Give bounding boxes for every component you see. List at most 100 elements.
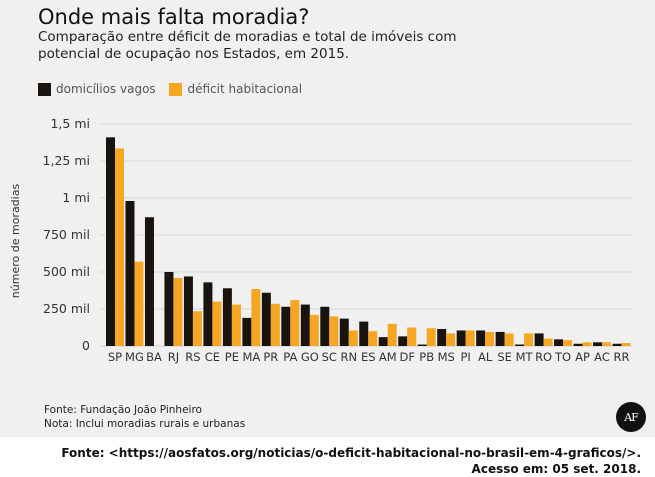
legend-item-vagos: domicílios vagos (38, 82, 156, 96)
bar (261, 292, 271, 346)
x-tick-label: SC (322, 350, 337, 364)
x-tick-label: RR (614, 350, 630, 364)
bar (495, 331, 505, 346)
y-tick-label: 1,25 mi (43, 153, 90, 168)
x-tick-label: PA (283, 350, 297, 364)
bar (134, 261, 144, 346)
bar (602, 342, 612, 346)
y-tick-label: 750 mil (43, 227, 90, 242)
bar (515, 344, 525, 346)
bar-chart: 0 250 mil 500 mil 750 mil 1 mi 1,25 mi 1,5 mi n… (9, 116, 632, 364)
x-tick-label: SP (108, 350, 122, 364)
x-tick-label: PI (461, 350, 471, 364)
bar (183, 276, 193, 346)
x-tick-label: RS (185, 350, 200, 364)
x-tick-label: AP (575, 350, 590, 364)
x-tick-label: RO (535, 350, 552, 364)
bar (417, 344, 427, 346)
x-tick-label: ES (361, 350, 376, 364)
x-tick-label: SE (497, 350, 512, 364)
chart-legend: domicílios vagos déficit habitacional (38, 82, 312, 99)
bar (144, 217, 154, 346)
legend-item-deficit: déficit habitacional (169, 82, 302, 96)
bar (398, 336, 408, 346)
y-tick-label: 500 mil (43, 264, 90, 279)
citation-url: Fonte: <https://aosfatos.org/noticias/o-… (61, 446, 641, 460)
bar (476, 330, 486, 346)
y-tick-label: 0 (82, 338, 90, 353)
bar (320, 306, 330, 346)
bar (446, 333, 456, 346)
bar (437, 328, 447, 346)
bar (222, 288, 232, 346)
x-tick-label: AM (379, 350, 397, 364)
bar (543, 338, 553, 346)
bar (426, 328, 436, 346)
bar (115, 148, 124, 346)
bar (231, 304, 241, 346)
bar (582, 342, 592, 346)
bar (290, 300, 300, 346)
x-tick-label: TO (554, 350, 571, 364)
x-tick-label: BA (146, 350, 162, 364)
bar (359, 321, 369, 346)
bar (203, 282, 213, 346)
bar (164, 272, 174, 346)
bar (534, 333, 544, 346)
bar (281, 306, 291, 346)
bar (554, 339, 564, 346)
bar (300, 304, 310, 346)
bar (378, 337, 388, 346)
bar (621, 343, 631, 346)
bar (329, 316, 339, 346)
bar (125, 200, 135, 346)
bar (465, 330, 475, 346)
bar (504, 333, 514, 346)
footer-note: Nota: Inclui moradias rurais e urbanas (44, 418, 246, 430)
bar (485, 331, 495, 346)
x-tick-label: CE (205, 350, 220, 364)
bar (106, 137, 115, 346)
x-tick-label: MT (516, 350, 534, 364)
chart-title: Onde mais falta moradia? (38, 5, 310, 29)
x-tick-label: MA (242, 350, 260, 364)
legend-label-vagos: domicílios vagos (56, 82, 156, 96)
bar (339, 318, 349, 346)
y-tick-label: 1 mi (62, 190, 90, 205)
bar (407, 327, 417, 346)
bar (573, 343, 583, 346)
x-tick-label: MS (438, 350, 455, 364)
x-tick-label: RN (340, 350, 357, 364)
chart-card: Onde mais falta moradia? Comparação entr… (0, 0, 655, 437)
citation: Fonte: <https://aosfatos.org/noticias/o-… (61, 445, 641, 477)
bar (242, 317, 252, 346)
bar (192, 311, 202, 346)
x-tick-label: AL (478, 350, 493, 364)
x-tick-label: PR (263, 350, 278, 364)
legend-label-deficit: déficit habitacional (187, 82, 303, 96)
bar (524, 333, 534, 346)
bar (251, 289, 261, 346)
x-tick-label: PB (419, 350, 434, 364)
bar (387, 323, 397, 346)
bar (212, 301, 222, 346)
x-tick-label: MG (125, 350, 144, 364)
bar (593, 342, 603, 346)
legend-swatch-deficit (169, 82, 183, 96)
bar (348, 330, 358, 346)
bar (456, 330, 466, 346)
chart-subtitle: Comparação entre déficit de moradias e t… (38, 29, 457, 62)
y-axis-title: número de moradias (9, 184, 22, 299)
bar (368, 331, 378, 346)
y-tick-label: 1,5 mi (50, 116, 90, 131)
aos-fatos-logo: AF (616, 402, 646, 432)
x-tick-label: GO (301, 350, 319, 364)
bar (612, 343, 622, 346)
bar (173, 277, 183, 346)
x-tick-label: AC (594, 350, 610, 364)
x-tick-label: RJ (168, 350, 179, 364)
citation-access-date: Acesso em: 05 set. 2018. (471, 462, 641, 476)
footer-source: Fonte: Fundação João Pinheiro (44, 404, 202, 416)
bar (309, 314, 319, 346)
x-tick-label: PE (225, 350, 239, 364)
